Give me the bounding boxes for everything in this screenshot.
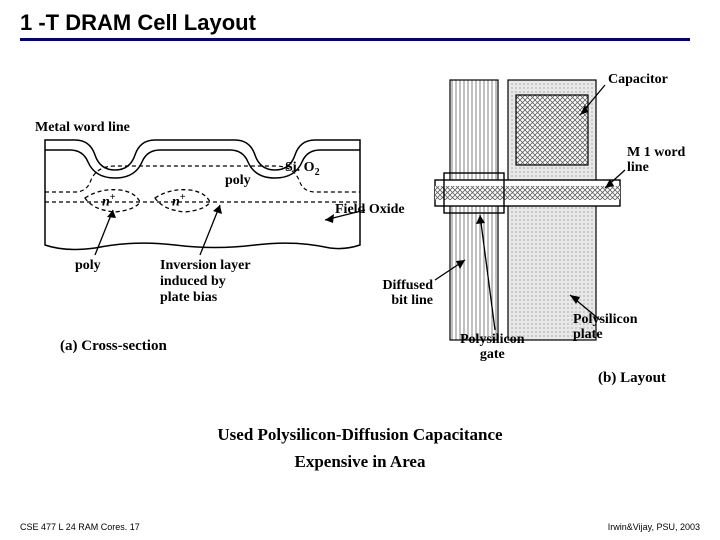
caption-cross-section: (a) Cross-section xyxy=(60,338,167,355)
label-poly-plate: Polysilicon plate xyxy=(573,312,638,343)
label-inversion: Inversion layer induced by plate bias xyxy=(160,258,251,306)
title-underline xyxy=(20,38,690,41)
label-poly-lower: poly xyxy=(75,258,101,274)
label-poly-upper: poly xyxy=(225,173,251,189)
label-n-left: n+ xyxy=(102,192,116,211)
summary-line1: Used Polysilicon-Diffusion Capacitance xyxy=(0,425,720,445)
page-title: 1 -T DRAM Cell Layout xyxy=(20,10,256,36)
label-diffused-bit-line: Diffused bit line xyxy=(378,278,433,309)
footer-left: CSE 477 L 24 RAM Cores. 17 xyxy=(20,522,140,532)
label-capacitor: Capacitor xyxy=(608,72,668,88)
label-sio2: Si. O2 xyxy=(285,160,320,178)
label-m1-word-line: M 1 word line xyxy=(627,145,685,176)
footer-right: Irwin&Vijay, PSU, 2003 xyxy=(608,522,700,532)
summary-line2: Expensive in Area xyxy=(0,452,720,472)
label-metal-word-line: Metal word line xyxy=(35,120,130,136)
caption-layout: (b) Layout xyxy=(598,370,666,387)
label-field-oxide: Field Oxide xyxy=(335,202,405,218)
label-n-right: n+ xyxy=(172,192,186,211)
label-poly-gate: Polysilicon gate xyxy=(460,332,525,363)
